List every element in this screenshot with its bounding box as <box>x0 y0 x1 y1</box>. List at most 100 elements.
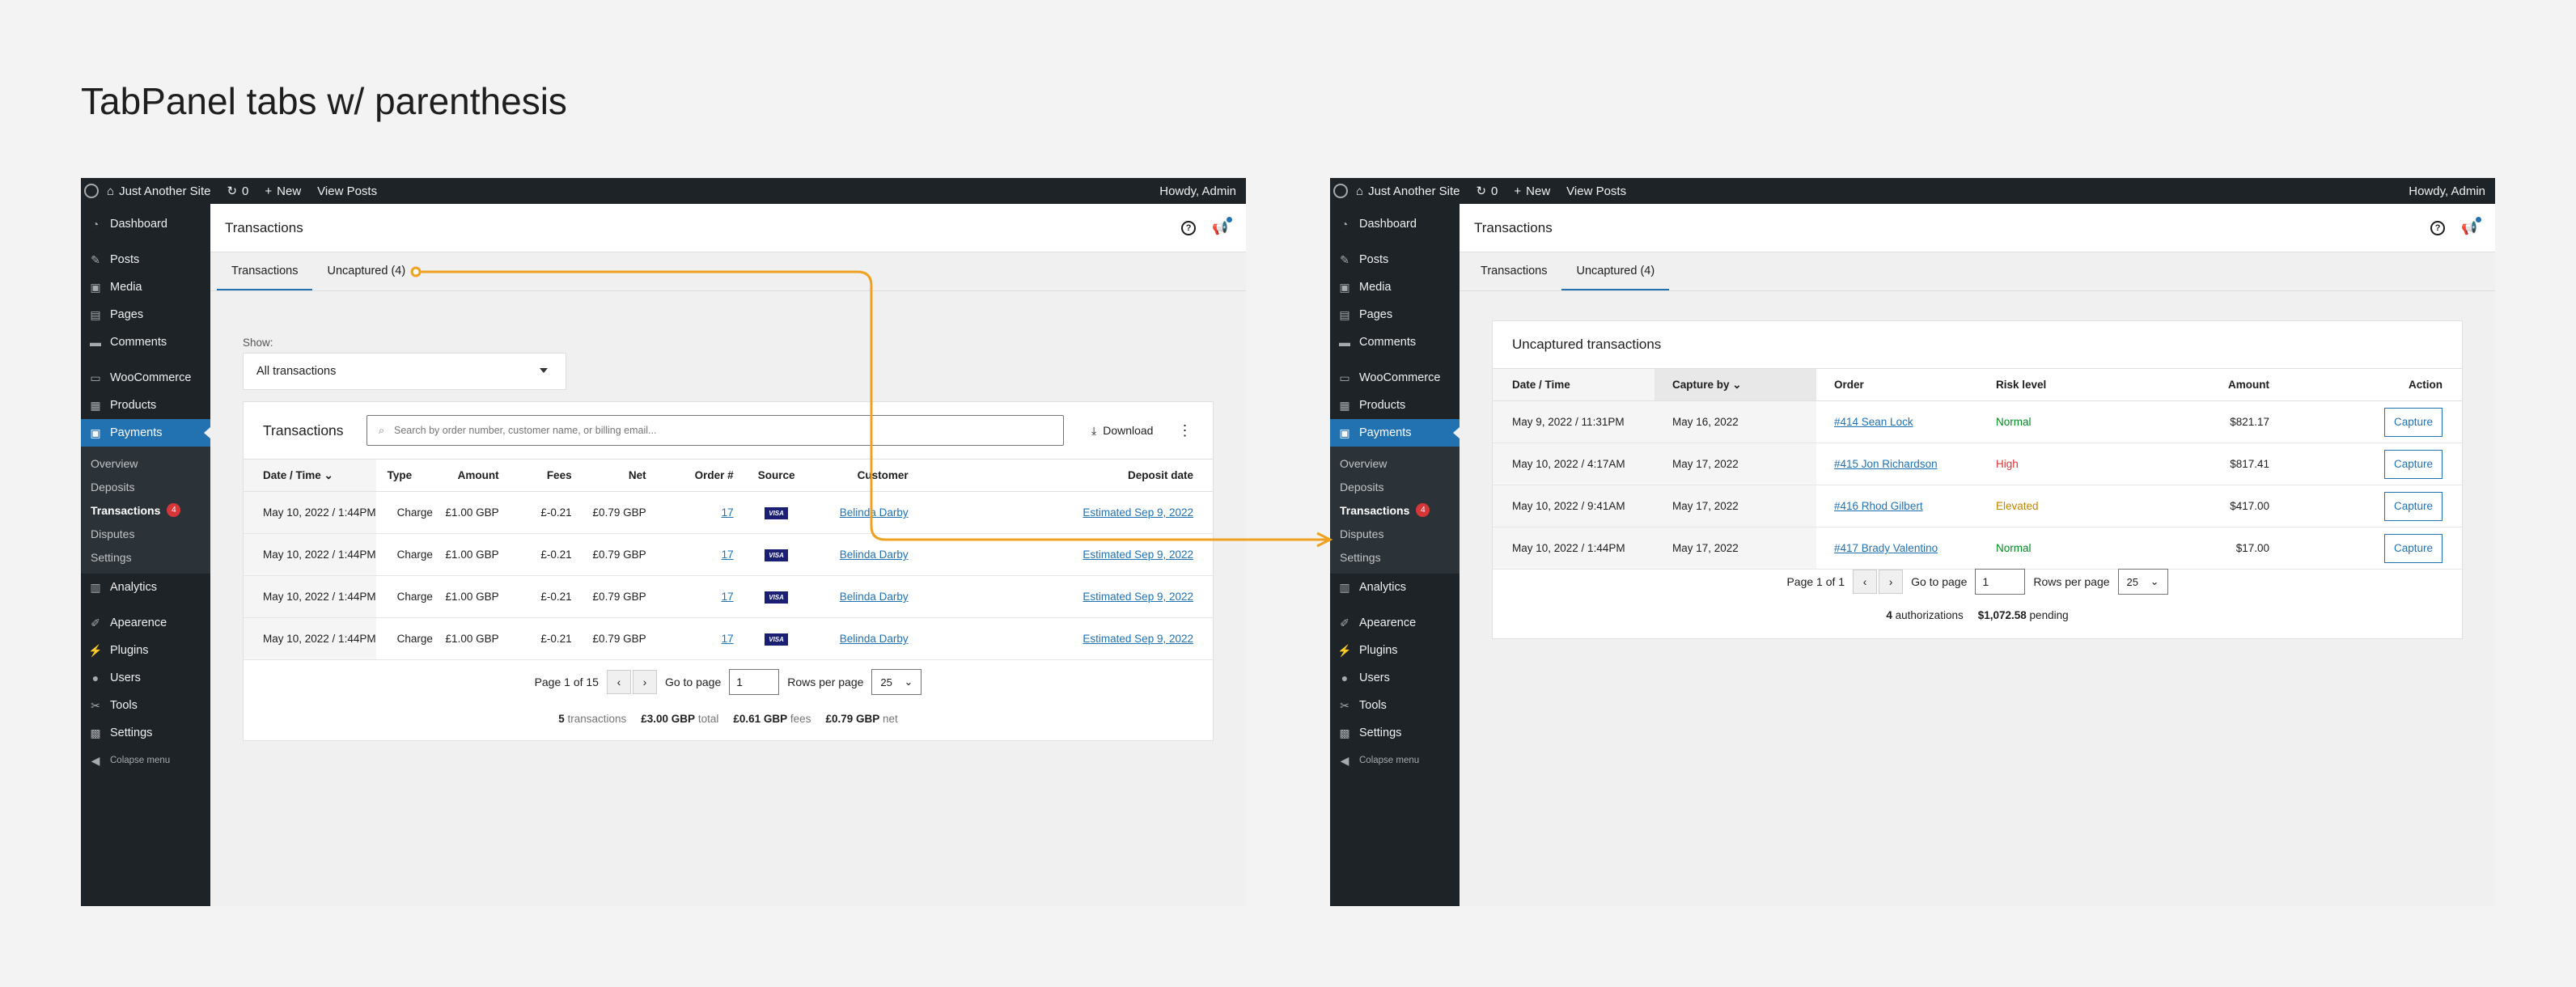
cell-order[interactable]: #414 Sean Lock <box>1816 400 1978 443</box>
menu-settings[interactable]: ▩ Settings <box>90 726 153 740</box>
cell-order[interactable]: 17 <box>646 575 734 618</box>
order-link[interactable]: 17 <box>721 549 734 561</box>
menu-products[interactable]: ▦ Products <box>1339 398 1406 413</box>
menu-woocommerce[interactable]: ▭ WooCommerce <box>1339 371 1441 385</box>
new-content-link[interactable]: + New <box>1514 184 1551 198</box>
order-link[interactable]: #415 Jon Richardson <box>1834 458 1938 470</box>
menu-users[interactable]: ● Users <box>1330 664 1460 692</box>
cell-order[interactable]: #417 Brady Valentino <box>1816 527 1978 570</box>
col-source[interactable]: Source <box>733 459 820 492</box>
col-net[interactable]: Net <box>571 459 646 492</box>
deposit-link[interactable]: Estimated Sep 9, 2022 <box>1083 506 1193 519</box>
submenu-disputes[interactable]: Disputes <box>1340 527 1384 540</box>
submenu-disputes[interactable]: Disputes <box>91 527 135 540</box>
tab-uncaptured[interactable]: Uncaptured (4) <box>327 264 406 277</box>
menu-plugins[interactable]: ⚡ Plugins <box>88 643 149 658</box>
submenu-transactions[interactable]: Transactions 4 <box>81 498 210 522</box>
capture-button[interactable]: Capture <box>2384 533 2443 563</box>
cell-deposit[interactable]: Estimated Sep 9, 2022 <box>908 491 1213 534</box>
menu-products[interactable]: ▦ Products <box>90 398 157 413</box>
submenu-deposits[interactable]: Deposits <box>1340 480 1384 494</box>
view-posts-link[interactable]: View Posts <box>317 184 378 198</box>
cell-order[interactable]: #415 Jon Richardson <box>1816 443 1978 485</box>
menu-comments[interactable]: ▬ Comments <box>1339 336 1417 349</box>
deposit-link[interactable]: Estimated Sep 9, 2022 <box>1083 549 1193 561</box>
table-row[interactable]: May 10, 2022 / 1:44PM Charge £1.00 GBP £-0.… <box>244 575 1213 618</box>
menu-payments[interactable]: ▣ Payments <box>1330 419 1460 447</box>
megaphone-icon[interactable]: 📢 <box>1212 216 1232 236</box>
order-link[interactable]: 17 <box>721 591 734 603</box>
order-link[interactable]: 17 <box>721 506 734 519</box>
updates-link[interactable]: ↻ 0 <box>227 184 249 199</box>
menu-posts[interactable]: ✎ Posts <box>81 246 210 273</box>
prev-page-button[interactable]: ‹ <box>1853 570 1878 594</box>
submenu-overview[interactable]: Overview <box>91 456 138 470</box>
table-row[interactable]: May 10, 2022 / 1:44PM Charge £1.00 GBP £-0.… <box>244 533 1213 576</box>
rows-per-page-select[interactable]: 25 ⌄ <box>2117 569 2168 595</box>
submenu-deposits[interactable]: Deposits <box>91 480 135 494</box>
next-page-button[interactable]: › <box>632 670 657 694</box>
menu-media[interactable]: ▣ Media <box>90 280 142 294</box>
table-row[interactable]: May 10, 2022 / 9:41AM May 17, 2022 #416 Rh… <box>1493 485 2462 527</box>
tab-uncaptured[interactable]: Uncaptured (4) <box>1561 252 1670 290</box>
col-risk[interactable]: Risk level <box>1978 368 2140 401</box>
menu-analytics[interactable]: ▥ Analytics <box>1339 580 1407 595</box>
col-customer[interactable]: Customer <box>819 459 909 492</box>
order-link[interactable]: #416 Rhod Gilbert <box>1834 500 1923 512</box>
cell-customer[interactable]: Belinda Darby <box>819 533 909 576</box>
order-link[interactable]: #414 Sean Lock <box>1834 416 1913 428</box>
menu-pages[interactable]: ▤ Pages <box>1339 307 1393 322</box>
menu-dashboard[interactable]: ◔ Dashboard <box>1330 210 1460 238</box>
capture-button[interactable]: Capture <box>2384 491 2443 521</box>
tab-transactions[interactable]: Transactions <box>217 252 313 290</box>
menu-tools[interactable]: ✂ Tools <box>81 692 210 719</box>
col-datetime[interactable]: Date / Time <box>1493 368 1654 401</box>
megaphone-icon[interactable]: 📢 <box>2461 216 2481 236</box>
collapse-menu-button[interactable]: ◀ Colapse menu <box>81 747 210 774</box>
tab-transactions[interactable]: Transactions <box>1481 264 1548 277</box>
cell-customer[interactable]: Belinda Darby <box>819 491 909 534</box>
more-options-icon[interactable]: ⋮ <box>1177 421 1192 438</box>
menu-plugins[interactable]: ⚡ Plugins <box>1337 643 1398 658</box>
menu-settings[interactable]: ▩ Settings <box>1339 726 1402 740</box>
menu-tools[interactable]: ✂ Tools <box>1330 692 1460 719</box>
order-link[interactable]: #417 Brady Valentino <box>1834 542 1938 554</box>
col-fees[interactable]: Fees <box>498 459 572 492</box>
menu-dashboard[interactable]: ◔ Dashboard <box>81 210 210 238</box>
table-row[interactable]: May 10, 2022 / 4:17AM May 17, 2022 #415 Jo… <box>1493 443 2462 485</box>
menu-media[interactable]: ▣ Media <box>1339 280 1392 294</box>
view-posts-link[interactable]: View Posts <box>1566 184 1627 198</box>
col-action[interactable]: Action <box>2269 368 2462 401</box>
site-name-link[interactable]: ⌂ Just Another Site <box>1356 184 1460 198</box>
col-deposit[interactable]: Deposit date <box>908 459 1213 492</box>
prev-page-button[interactable]: ‹ <box>606 670 631 694</box>
cell-order[interactable]: 17 <box>646 491 734 534</box>
howdy-account[interactable]: Howdy, Admin <box>2409 184 2485 198</box>
search-input[interactable]: ⌕ Search by order number, customer name, … <box>366 415 1064 446</box>
menu-comments[interactable]: ▬ Comments <box>90 336 167 349</box>
deposit-link[interactable]: Estimated Sep 9, 2022 <box>1083 633 1193 645</box>
customer-link[interactable]: Belinda Darby <box>839 591 909 603</box>
submenu-settings[interactable]: Settings <box>1340 550 1381 564</box>
goto-page-input[interactable]: 1 <box>729 669 780 695</box>
capture-button[interactable]: Capture <box>2384 407 2443 437</box>
cell-customer[interactable]: Belinda Darby <box>819 575 909 618</box>
col-capture-by[interactable]: Capture by ⌄ <box>1654 368 1816 401</box>
menu-posts[interactable]: ✎ Posts <box>1330 246 1460 273</box>
rows-per-page-select[interactable]: 25 ⌄ <box>871 669 922 695</box>
capture-button[interactable]: Capture <box>2384 449 2443 479</box>
table-row[interactable]: May 9, 2022 / 11:31PM May 16, 2022 #414 Se… <box>1493 400 2462 443</box>
table-row[interactable]: May 10, 2022 / 1:44PM May 17, 2022 #417 Br… <box>1493 527 2462 570</box>
submenu-transactions[interactable]: Transactions 4 <box>1330 498 1460 522</box>
collapse-menu-button[interactable]: ◀ Colapse menu <box>1330 747 1460 774</box>
customer-link[interactable]: Belinda Darby <box>839 549 909 561</box>
col-type[interactable]: Type <box>375 459 441 492</box>
order-link[interactable]: 17 <box>721 633 734 645</box>
menu-appearance[interactable]: ✐ Apearence <box>81 609 210 637</box>
wordpress-logo-icon[interactable] <box>84 184 99 198</box>
cell-order[interactable]: 17 <box>646 617 734 660</box>
table-row[interactable]: May 10, 2022 / 1:44PM Charge £1.00 GBP £-0.… <box>244 491 1213 534</box>
customer-link[interactable]: Belinda Darby <box>839 633 909 645</box>
cell-deposit[interactable]: Estimated Sep 9, 2022 <box>908 575 1213 618</box>
table-row[interactable]: May 10, 2022 / 1:44PM Charge £1.00 GBP £-0.… <box>244 617 1213 660</box>
